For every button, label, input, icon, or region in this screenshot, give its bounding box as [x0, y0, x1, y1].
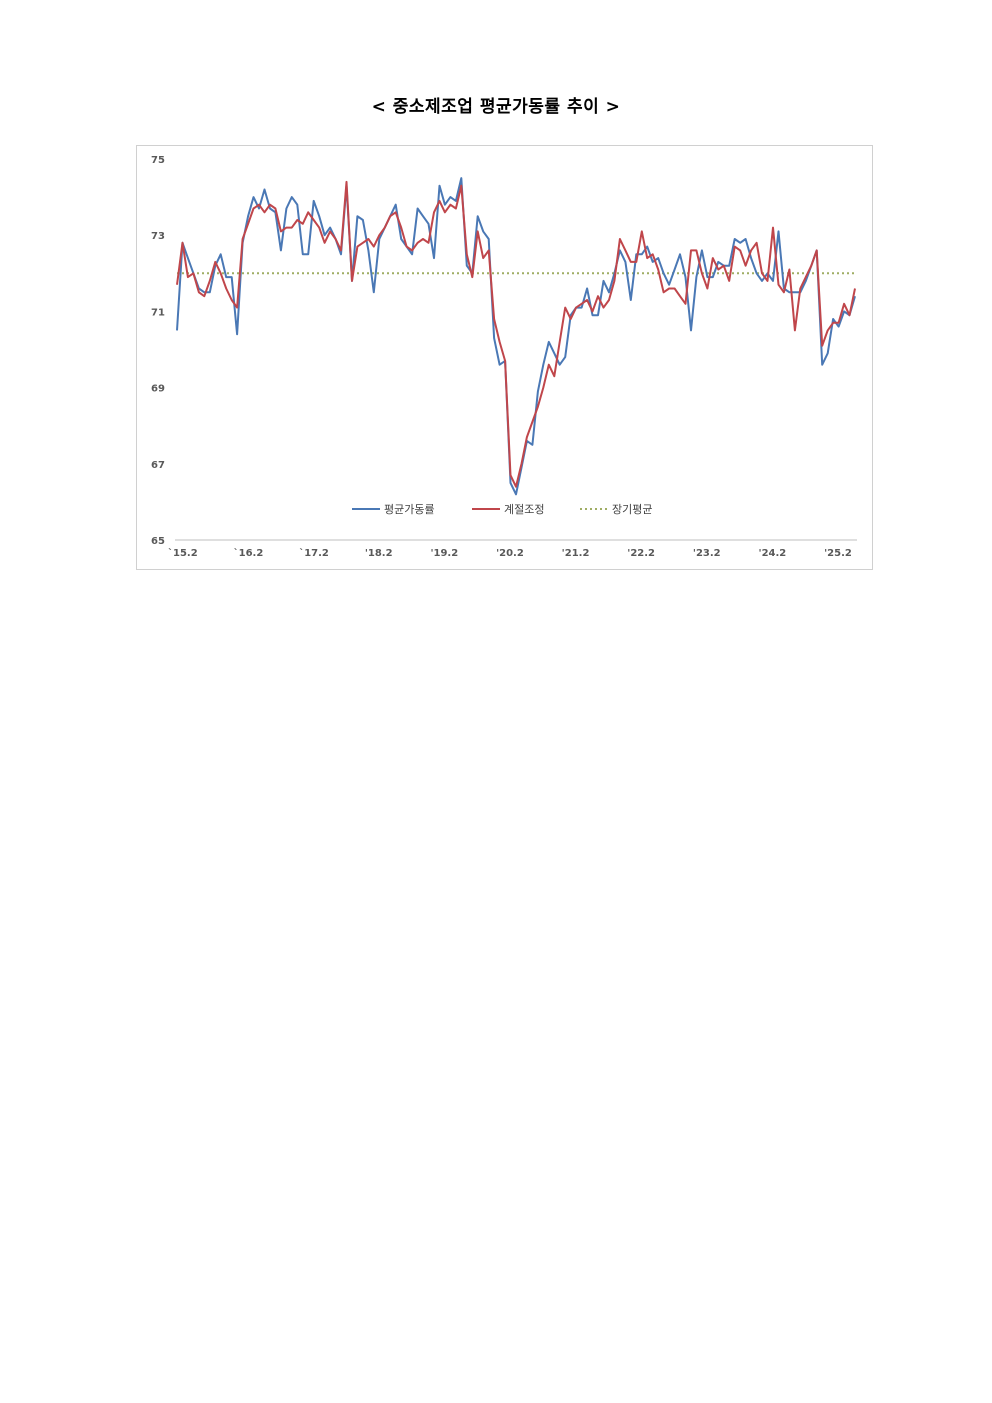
series-line-average-utilization: [176, 177, 856, 496]
legend: 평균가동률 계절조정 장기평균: [352, 503, 652, 516]
x-tick-label: `17.2: [299, 547, 329, 559]
x-tick-label: `15.2: [168, 547, 198, 559]
legend-label: 장기평균: [612, 503, 652, 516]
x-tick-label: '24.2: [759, 548, 787, 559]
x-tick-label: '19.2: [430, 548, 458, 559]
x-tick-label: '23.2: [693, 548, 721, 559]
legend-label: 평균가동률: [384, 503, 435, 516]
line-chart: 75 73 71 69 67 65 `15.2 `16.2 `17.2 '18.2 '19.2 '2…: [151, 155, 857, 559]
y-tick-label: 69: [151, 384, 165, 395]
x-tick-label: '20.2: [496, 548, 524, 559]
legend-item-long-term-average: 장기평균: [580, 503, 652, 516]
y-axis: 75 73 71 69 67 65: [151, 155, 165, 547]
y-tick-label: 71: [151, 307, 165, 318]
x-tick-label: `16.2: [234, 547, 264, 559]
chart-frame: 75 73 71 69 67 65 `15.2 `16.2 `17.2 '18.2 '19.2 '2…: [136, 145, 873, 570]
x-tick-label: '22.2: [627, 548, 655, 559]
x-tick-label: '25.2: [824, 548, 852, 559]
y-tick-label: 73: [151, 231, 165, 242]
y-tick-label: 65: [151, 536, 165, 547]
plot-area: [176, 177, 856, 496]
y-tick-label: 75: [151, 155, 165, 166]
page-title: < 중소제조업 평균가동률 추이 >: [371, 97, 621, 117]
x-tick-label: '18.2: [365, 548, 393, 559]
series-line-seasonally-adjusted: [176, 180, 856, 488]
y-tick-label: 67: [151, 460, 165, 471]
legend-item-average-utilization: 평균가동률: [352, 503, 435, 516]
legend-label: 계절조정: [504, 503, 544, 516]
legend-item-seasonally-adjusted: 계절조정: [472, 503, 544, 516]
x-tick-label: '21.2: [562, 548, 590, 559]
x-axis: `15.2 `16.2 `17.2 '18.2 '19.2 '20.2 '21.2 '22.2…: [168, 539, 857, 559]
